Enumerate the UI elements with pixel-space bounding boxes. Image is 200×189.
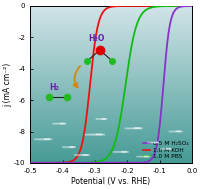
Text: H₂O: H₂O [88, 34, 104, 43]
Circle shape [84, 134, 105, 135]
Circle shape [175, 131, 180, 132]
Circle shape [95, 134, 102, 135]
FancyArrowPatch shape [73, 66, 80, 87]
X-axis label: Potential (V vs. RHE): Potential (V vs. RHE) [71, 177, 150, 186]
Circle shape [168, 131, 182, 132]
Text: H₂: H₂ [49, 83, 59, 92]
Circle shape [124, 128, 142, 129]
Circle shape [34, 139, 52, 140]
Y-axis label: j (mA cm⁻²): j (mA cm⁻²) [3, 62, 12, 107]
Circle shape [147, 142, 158, 143]
Circle shape [136, 156, 149, 157]
Circle shape [62, 147, 75, 148]
Circle shape [52, 123, 66, 124]
Legend: 0.5 M H₂SO₄, 1.0 M KOH, 1.0 M PBS: 0.5 M H₂SO₄, 1.0 M KOH, 1.0 M PBS [142, 141, 188, 160]
Circle shape [60, 123, 64, 124]
